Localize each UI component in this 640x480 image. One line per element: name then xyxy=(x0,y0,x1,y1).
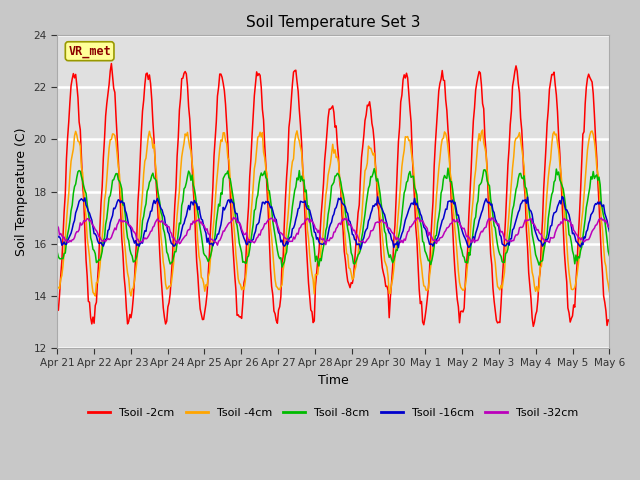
Tsoil -16cm xyxy=(286,234,294,240)
Tsoil -16cm xyxy=(53,232,61,238)
Tsoil -16cm xyxy=(460,234,468,240)
Tsoil -4cm xyxy=(227,176,234,181)
Line: Tsoil -16cm: Tsoil -16cm xyxy=(57,197,609,249)
Tsoil -16cm xyxy=(605,228,613,234)
Tsoil -4cm xyxy=(287,168,295,174)
Tsoil -32cm xyxy=(461,229,469,235)
Line: Tsoil -32cm: Tsoil -32cm xyxy=(57,217,609,245)
Tsoil -2cm xyxy=(390,237,397,243)
Tsoil -32cm xyxy=(227,220,234,226)
Tsoil -32cm xyxy=(557,219,565,225)
Tsoil -32cm xyxy=(230,215,237,220)
Tsoil -8cm xyxy=(53,249,61,255)
Tsoil -8cm xyxy=(557,180,565,185)
Tsoil -16cm xyxy=(556,198,564,204)
Tsoil -16cm xyxy=(225,197,233,203)
Tsoil -16cm xyxy=(390,245,397,251)
X-axis label: Time: Time xyxy=(318,374,349,387)
Tsoil -2cm xyxy=(557,175,565,181)
Tsoil -2cm xyxy=(108,60,115,66)
Line: Tsoil -4cm: Tsoil -4cm xyxy=(57,130,609,296)
Tsoil -4cm xyxy=(460,287,468,292)
Tsoil -8cm xyxy=(278,264,286,270)
Tsoil -2cm xyxy=(227,186,234,192)
Tsoil -4cm xyxy=(390,265,397,271)
Tsoil -32cm xyxy=(53,223,61,228)
Tsoil -2cm xyxy=(460,305,468,311)
Tsoil -2cm xyxy=(364,102,371,108)
Tsoil -32cm xyxy=(605,225,613,230)
Line: Tsoil -8cm: Tsoil -8cm xyxy=(57,168,609,267)
Tsoil -4cm xyxy=(53,284,61,289)
Tsoil -32cm xyxy=(289,239,296,244)
Tsoil -16cm xyxy=(356,246,364,252)
Tsoil -8cm xyxy=(461,260,469,265)
Title: Soil Temperature Set 3: Soil Temperature Set 3 xyxy=(246,15,420,30)
Tsoil -2cm xyxy=(529,324,537,329)
Tsoil -2cm xyxy=(53,308,61,313)
Tsoil -4cm xyxy=(92,293,99,299)
Tsoil -32cm xyxy=(365,235,372,241)
Y-axis label: Soil Temperature (C): Soil Temperature (C) xyxy=(15,127,28,256)
Tsoil -4cm xyxy=(605,289,613,295)
Text: VR_met: VR_met xyxy=(68,45,111,58)
Legend: Tsoil -2cm, Tsoil -4cm, Tsoil -8cm, Tsoil -16cm, Tsoil -32cm: Tsoil -2cm, Tsoil -4cm, Tsoil -8cm, Tsoi… xyxy=(84,403,583,422)
Tsoil -16cm xyxy=(364,225,371,231)
Tsoil -8cm xyxy=(364,193,371,199)
Tsoil -8cm xyxy=(287,215,295,220)
Tsoil -8cm xyxy=(605,253,613,259)
Tsoil -4cm xyxy=(557,170,565,176)
Tsoil -4cm xyxy=(364,160,371,166)
Tsoil -8cm xyxy=(225,175,233,181)
Line: Tsoil -2cm: Tsoil -2cm xyxy=(57,63,609,326)
Tsoil -8cm xyxy=(444,165,452,171)
Tsoil -2cm xyxy=(287,98,295,104)
Tsoil -32cm xyxy=(214,242,221,248)
Tsoil -8cm xyxy=(390,257,397,263)
Tsoil -4cm xyxy=(479,127,486,133)
Tsoil -32cm xyxy=(391,234,399,240)
Tsoil -16cm xyxy=(558,194,566,200)
Tsoil -2cm xyxy=(605,318,613,324)
